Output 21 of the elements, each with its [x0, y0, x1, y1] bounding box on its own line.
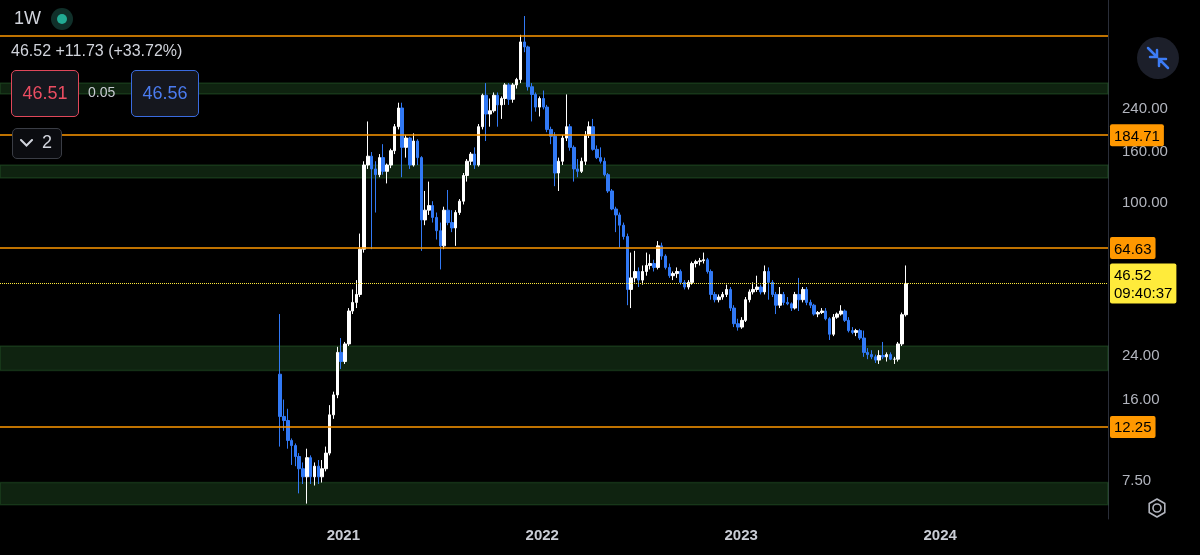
x-tick-label: 2021 — [326, 526, 361, 543]
y-tick-label: 100.00 — [1122, 192, 1168, 210]
ref-line-label: 46.52 — [1114, 265, 1152, 283]
x-tick-label: 2024 — [923, 526, 958, 543]
ref-line-label: 64.63 — [1114, 239, 1152, 257]
annotation: 46.52 +11.73 (+33.72%) — [11, 42, 183, 60]
x-tick-label: 2023 — [724, 526, 758, 543]
chart-title: 1W — [14, 8, 41, 29]
ref-line-label: 184.71 — [1114, 126, 1160, 144]
annotation: 46.56 — [131, 70, 199, 117]
y-tick-label: 7.50 — [1122, 471, 1152, 489]
text: 09:40:37 — [1114, 283, 1173, 301]
ref-line-label: 12.25 — [1114, 418, 1152, 436]
y-tick-label: 160.00 — [1122, 142, 1168, 160]
y-tick-label: 24.00 — [1122, 346, 1160, 364]
annotation: 46.51 — [11, 70, 79, 117]
x-tick-label: 2022 — [525, 526, 559, 543]
y-tick-label: 16.00 — [1122, 389, 1160, 407]
annotation: 0.05 — [88, 84, 116, 100]
y-tick-label: 240.00 — [1122, 98, 1168, 116]
annotation: 2 — [42, 132, 53, 153]
